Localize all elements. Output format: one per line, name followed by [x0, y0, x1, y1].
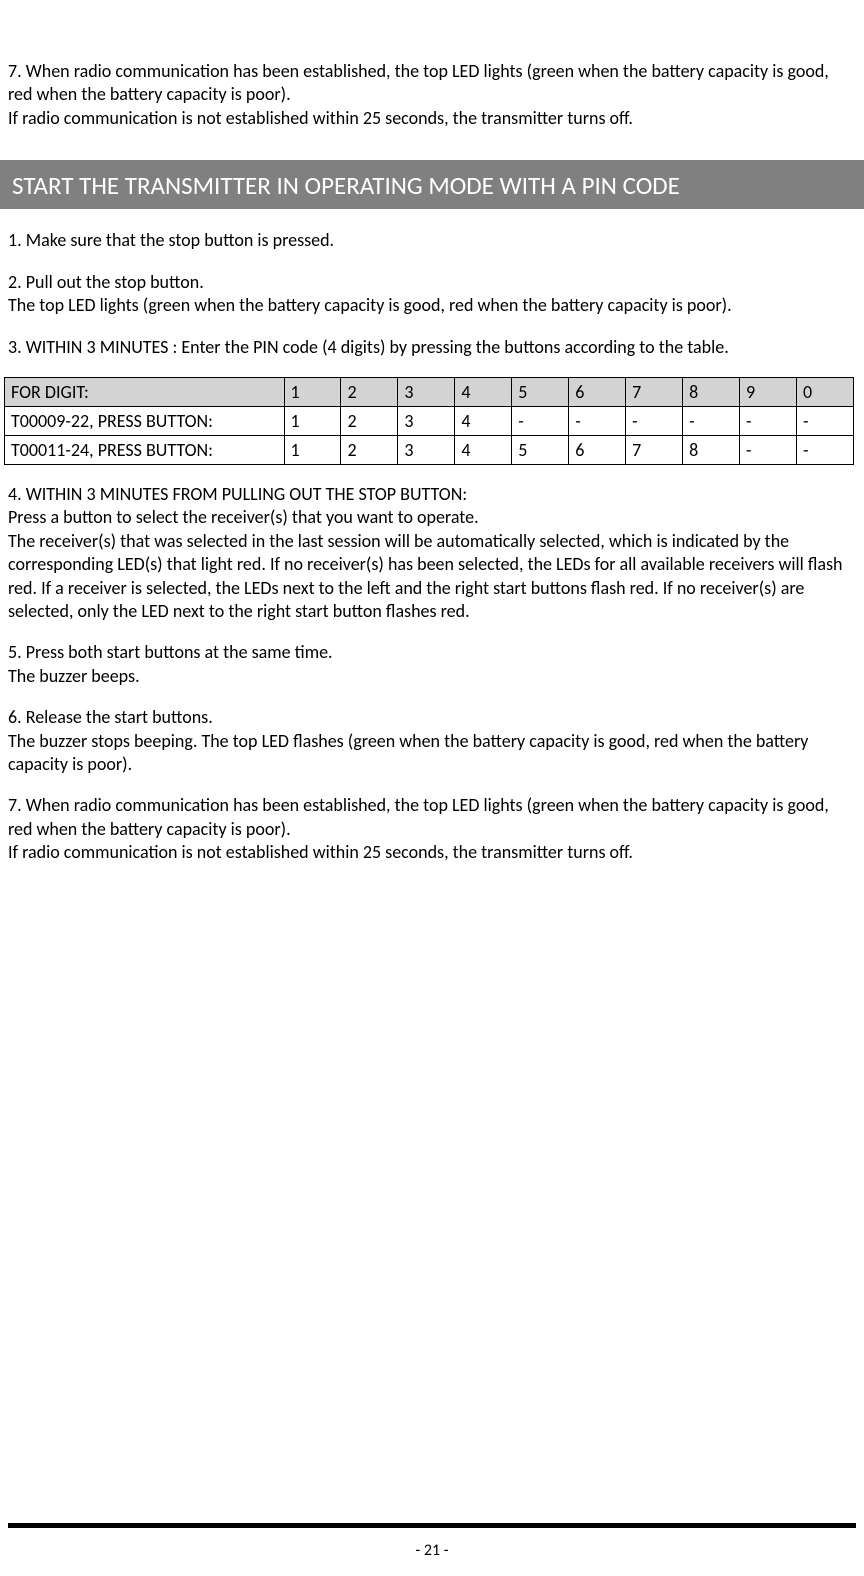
step-3: 3. WITHIN 3 MINUTES : Enter the PIN code…: [0, 336, 864, 359]
digit-header: 6: [569, 377, 626, 406]
cell: -: [796, 406, 853, 435]
spacer: [0, 318, 864, 336]
spacer: [0, 623, 864, 641]
pin-table: FOR DIGIT: 1 2 3 4 5 6 7 8 9 0 T00009-22…: [4, 377, 854, 465]
row-label: T00009-22, PRESS BUTTON:: [5, 406, 285, 435]
spacer: [0, 688, 864, 706]
cell: 1: [284, 406, 341, 435]
step-6b: The buzzer stops beeping. The top LED fl…: [0, 730, 864, 777]
cell: 8: [683, 435, 740, 464]
cell: -: [626, 406, 683, 435]
step-7a: 7. When radio communication has been est…: [0, 794, 864, 841]
cell: 4: [455, 435, 512, 464]
cell: -: [512, 406, 569, 435]
cell: -: [569, 406, 626, 435]
cell: 6: [569, 435, 626, 464]
step-4a: 4. WITHIN 3 MINUTES FROM PULLING OUT THE…: [0, 483, 864, 506]
step-2b: The top LED lights (green when the batte…: [0, 294, 864, 317]
cell: 3: [398, 406, 455, 435]
step-5b: The buzzer beeps.: [0, 665, 864, 688]
footer-rule: [8, 1523, 856, 1528]
cell: 2: [341, 435, 398, 464]
page-number: - 21 -: [0, 1541, 864, 1560]
digit-header: 3: [398, 377, 455, 406]
table-row: T00009-22, PRESS BUTTON: 1 2 3 4 - - - -…: [5, 406, 854, 435]
cell: -: [740, 406, 797, 435]
digit-header: 4: [455, 377, 512, 406]
spacer: [0, 776, 864, 794]
cell: -: [740, 435, 797, 464]
step-7b: If radio communication is not establishe…: [0, 841, 864, 864]
step-4c: The receiver(s) that was selected in the…: [0, 530, 864, 624]
cell: 4: [455, 406, 512, 435]
cell: 3: [398, 435, 455, 464]
digit-header: 0: [796, 377, 853, 406]
intro-step7-line1: 7. When radio communication has been est…: [0, 60, 864, 107]
cell: 7: [626, 435, 683, 464]
digit-header: 9: [740, 377, 797, 406]
section-header: START THE TRANSMITTER IN OPERATING MODE …: [0, 160, 864, 209]
table-header-row: FOR DIGIT: 1 2 3 4 5 6 7 8 9 0: [5, 377, 854, 406]
content-area: 7. When radio communication has been est…: [0, 60, 864, 864]
digit-header: 5: [512, 377, 569, 406]
step-5a: 5. Press both start buttons at the same …: [0, 641, 864, 664]
page: 7. When radio communication has been est…: [0, 0, 864, 1576]
step-1: 1. Make sure that the stop button is pre…: [0, 229, 864, 252]
digit-header: 1: [284, 377, 341, 406]
spacer: [0, 253, 864, 271]
cell: -: [796, 435, 853, 464]
table-row: T00011-24, PRESS BUTTON: 1 2 3 4 5 6 7 8…: [5, 435, 854, 464]
cell: 2: [341, 406, 398, 435]
digit-header: 7: [626, 377, 683, 406]
table-header-label: FOR DIGIT:: [5, 377, 285, 406]
cell: 1: [284, 435, 341, 464]
digit-header: 8: [683, 377, 740, 406]
step-6a: 6. Release the start buttons.: [0, 706, 864, 729]
step-2a: 2. Pull out the stop button.: [0, 271, 864, 294]
intro-step7-line2: If radio communication is not establishe…: [0, 107, 864, 130]
row-label: T00011-24, PRESS BUTTON:: [5, 435, 285, 464]
digit-header: 2: [341, 377, 398, 406]
step-4b: Press a button to select the receiver(s)…: [0, 506, 864, 529]
cell: -: [683, 406, 740, 435]
cell: 5: [512, 435, 569, 464]
